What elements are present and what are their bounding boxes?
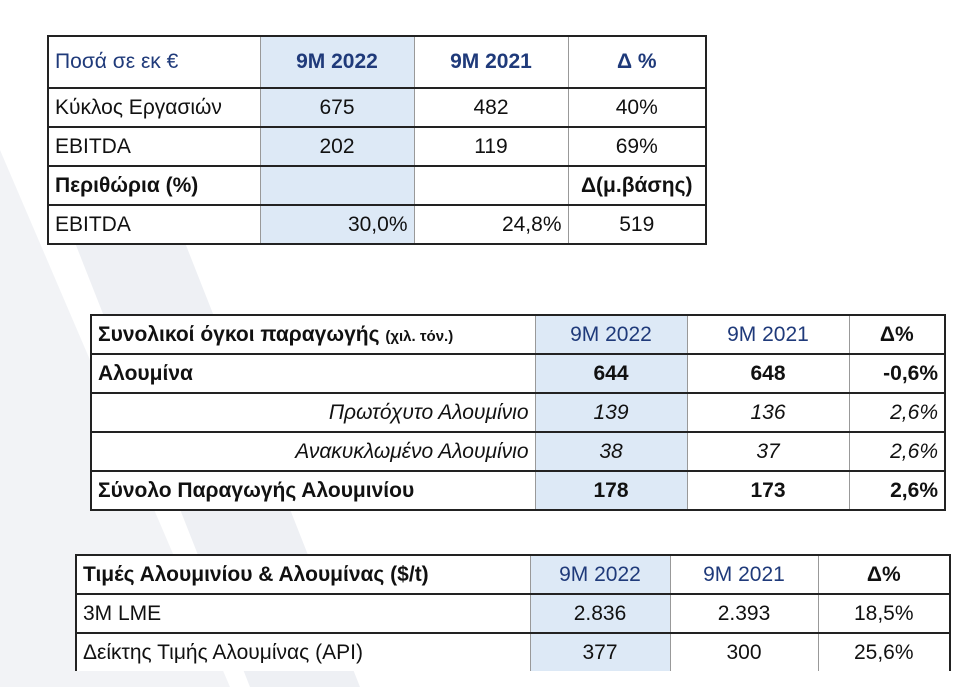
table-row: Δείκτης Τιμής Αλουμίνας (API) 377 300 25… (76, 633, 950, 671)
prices-table: Τιμές Αλουμινίου & Αλουμίνας ($/t) 9Μ 20… (75, 554, 951, 671)
cell-9m2021: 300 (669, 633, 818, 671)
header-col-delta: Δ % (567, 36, 706, 88)
row-label: Κύκλος Εργασιών (55, 95, 222, 119)
row-label: Πρωτόχυτο Αλουμίνιο (328, 400, 529, 424)
header-col-9m2021: 9Μ 2021 (669, 555, 818, 594)
cell-delta: -0,6% (848, 354, 945, 393)
cell-9m2021: 2.393 (669, 594, 818, 633)
cell-9m2022: 38 (534, 432, 687, 471)
table-row: Αλουμίνα 644 648 -0,6% (91, 354, 945, 393)
cell-9m2022 (259, 166, 414, 205)
cell-9m2021: 119 (413, 127, 568, 166)
cell-9m2022: 2.836 (529, 594, 670, 633)
table-row: Σύνολο Παραγωγής Αλουμινίου 178 173 2,6% (91, 471, 945, 510)
header-label: Συνολικοί όγκοι παραγωγής (χιλ. τόν.) (91, 315, 535, 354)
table-row: Περιθώρια (%) Δ(μ.βάσης) (48, 166, 706, 205)
row-label: Ανακυκλωμένο Αλουμίνιο (295, 439, 529, 463)
header-col-9m2021: 9Μ 2021 (413, 36, 568, 88)
cell-delta: 519 (567, 205, 706, 244)
table-row: Πρωτόχυτο Αλουμίνιο 139 136 2,6% (91, 393, 945, 432)
row-label: Αλουμίνα (98, 361, 193, 385)
cell-9m2021: 648 (686, 354, 849, 393)
table-row: EBITDA 30,0% 24,8% 519 (48, 205, 706, 244)
cell-9m2021: 37 (686, 432, 849, 471)
header-col-9m2022: 9Μ 2022 (534, 315, 687, 354)
cell-9m2021: 482 (413, 88, 568, 127)
table-header-row: Συνολικοί όγκοι παραγωγής (χιλ. τόν.) 9Μ… (91, 315, 945, 354)
cell-9m2022: 30,0% (259, 205, 414, 244)
header-col-9m2021: 9Μ 2021 (686, 315, 849, 354)
row-label: Δείκτης Τιμής Αλουμίνας (API) (83, 640, 363, 664)
cell-delta: 2,6% (848, 432, 945, 471)
production-volumes-table: Συνολικοί όγκοι παραγωγής (χιλ. τόν.) 9Μ… (90, 314, 946, 511)
cell-9m2022: 178 (534, 471, 687, 510)
cell-9m2022: 644 (534, 354, 687, 393)
row-label: EBITDA (55, 212, 131, 236)
cell-delta: 69% (567, 127, 706, 166)
row-label: EBITDA (55, 134, 131, 158)
cell-9m2021 (413, 166, 568, 205)
table-header-row: Ποσά σε εκ € 9Μ 2022 9Μ 2021 Δ % (48, 36, 706, 88)
cell-delta: 2,6% (848, 471, 945, 510)
header-col-delta: Δ% (848, 315, 945, 354)
cell-9m2022: 202 (259, 127, 414, 166)
cell-delta: Δ(μ.βάσης) (567, 166, 706, 205)
header-label: Τιμές Αλουμινίου & Αλουμίνας ($/t) (83, 562, 429, 586)
table-row: Ανακυκλωμένο Αλουμίνιο 38 37 2,6% (91, 432, 945, 471)
cell-delta: 40% (567, 88, 706, 127)
cell-9m2022: 377 (529, 633, 670, 671)
header-col-delta: Δ% (817, 555, 950, 594)
cell-delta: 18,5% (817, 594, 950, 633)
table-row: Κύκλος Εργασιών 675 482 40% (48, 88, 706, 127)
table-row: 3M LME 2.836 2.393 18,5% (76, 594, 950, 633)
financials-table: Ποσά σε εκ € 9Μ 2022 9Μ 2021 Δ % Κύκλος … (47, 35, 707, 245)
cell-delta: 2,6% (848, 393, 945, 432)
header-unit: (χιλ. τόν.) (385, 327, 454, 345)
table-row: EBITDA 202 119 69% (48, 127, 706, 166)
header-col-9m2022: 9Μ 2022 (529, 555, 670, 594)
cell-delta: 25,6% (817, 633, 950, 671)
cell-9m2021: 24,8% (413, 205, 568, 244)
header-label: Ποσά σε εκ € (55, 50, 179, 73)
row-label: 3M LME (83, 601, 162, 625)
row-label: Περιθώρια (%) (55, 173, 199, 197)
cell-9m2022: 139 (534, 393, 687, 432)
row-label: Σύνολο Παραγωγής Αλουμινίου (98, 478, 415, 502)
table-header-row: Τιμές Αλουμινίου & Αλουμίνας ($/t) 9Μ 20… (76, 555, 950, 594)
cell-9m2021: 173 (686, 471, 849, 510)
header-label-text: Συνολικοί όγκοι παραγωγής (98, 322, 380, 346)
cell-9m2021: 136 (686, 393, 849, 432)
cell-9m2022: 675 (259, 88, 414, 127)
header-col-9m2022: 9Μ 2022 (259, 36, 414, 88)
